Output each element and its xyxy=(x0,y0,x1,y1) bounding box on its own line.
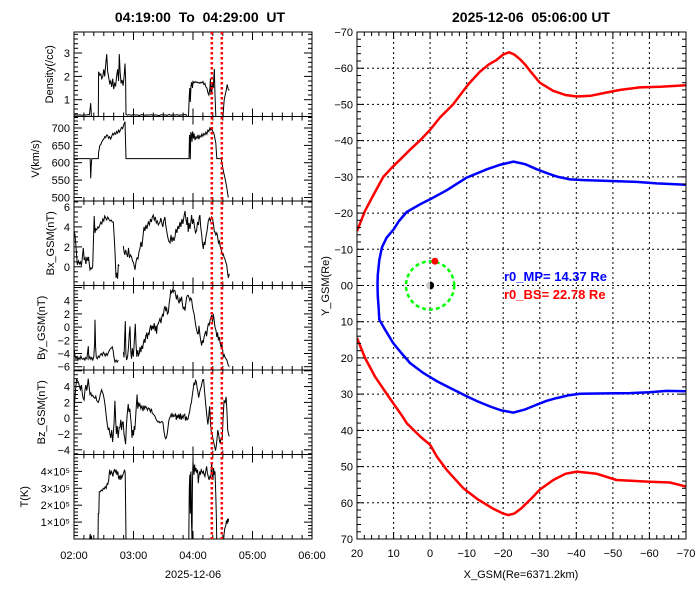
by-gsm-y-tick-label: −4 xyxy=(57,349,70,361)
y-gsm-tick-label: −20 xyxy=(334,208,353,220)
time-tick-label: 02:00 xyxy=(60,550,88,562)
earth-icon xyxy=(426,281,435,290)
y-gsm-tick-label: 20 xyxy=(341,353,353,365)
magnetopause-standoff-label: r0_MP= 14.37 Re xyxy=(504,269,607,284)
velocity-y-tick-label: 500 xyxy=(52,193,70,205)
earth-dayside xyxy=(426,281,431,290)
right-panel-title: 2025-12-06 05:06:00 UT xyxy=(452,9,610,25)
solar-wind-time-series: 123Density(/cc)500550600650700V(km/s)024… xyxy=(19,31,326,562)
geosync-orbit-circle xyxy=(404,260,456,311)
bow-shock-dusk-curve xyxy=(357,337,686,517)
y-gsm-tick-label: 60 xyxy=(341,498,353,510)
bx-gsm-y-tick-label: 0 xyxy=(64,262,70,274)
temperature-y-tick-label: 4×10⁵ xyxy=(41,466,70,478)
earth-nightside xyxy=(430,281,435,290)
x-gsm-tick-label: 10 xyxy=(387,548,399,560)
y-gsm-tick-label: 10 xyxy=(341,317,353,329)
bx-gsm-series-line xyxy=(74,210,230,279)
bx-gsm-y-tick-label: 6 xyxy=(64,202,70,214)
density-y-tick-label: 2 xyxy=(64,71,70,83)
density-y-axis-label: Density(/cc) xyxy=(44,45,56,103)
panel-temperature: 1×10⁵ 2×10⁵ 3×10⁵ 4×10⁵ T(K) xyxy=(19,454,313,540)
by-gsm-y-tick-label: 0 xyxy=(64,322,70,334)
by-gsm-y-axis-label: By_GSM(nT) xyxy=(36,296,48,360)
y-gsm-tick-label: 40 xyxy=(341,425,353,437)
by-gsm-series-line xyxy=(74,288,230,368)
velocity-y-axis-label: V(km/s) xyxy=(30,140,42,178)
by-gsm-y-tick-label: 2 xyxy=(64,309,70,321)
bz-gsm-y-tick-label: 4 xyxy=(64,382,70,394)
x-gsm-tick-label: 20 xyxy=(351,548,363,560)
x-gsm-tick-label: −50 xyxy=(604,548,623,560)
bz-gsm-y-tick-label: 0 xyxy=(64,413,70,425)
temperature-y-tick-label: 2×10⁵ xyxy=(41,500,70,512)
y-gsm-tick-label: −30 xyxy=(334,172,353,184)
density-series-line xyxy=(74,54,230,117)
bx-gsm-y-tick-label: 2 xyxy=(64,242,70,254)
panel-bz-gsm: −4 −2 0 2 4 Bz_GSM(nT) xyxy=(36,369,313,457)
bx-gsm-y-axis-label: Bx_GSM(nT) xyxy=(45,211,57,275)
time-axis-date-label: 2025-12-06 xyxy=(165,569,221,581)
y-gsm-tick-label: 70 xyxy=(341,534,353,546)
y-gsm-axis-label: Y_GSM(Re) xyxy=(320,256,332,316)
bow-shock-standoff-label: r0_BS= 22.78 Re xyxy=(504,287,606,302)
panel-velocity: 500 550 600 650 700 V(km/s) xyxy=(30,116,313,205)
temperature-y-tick-label: 1×10⁵ xyxy=(41,517,70,529)
x-gsm-tick-label: −30 xyxy=(530,548,549,560)
bz-gsm-y-tick-label: −4 xyxy=(57,445,70,457)
time-tick-label: 04:00 xyxy=(179,550,207,562)
x-gsm-tick-label: −40 xyxy=(567,548,586,560)
y-gsm-tick-label: 50 xyxy=(341,462,353,474)
spacecraft-marker xyxy=(431,257,439,265)
panel-bx-gsm: 0 2 4 6 Bx_GSM(nT) xyxy=(45,200,313,286)
time-tick-label: 03:00 xyxy=(120,550,148,562)
x-gsm-tick-label: −10 xyxy=(457,548,476,560)
gsm-orbit-plot: 20 10 0 −10 −20 −30 −40 −50 −60 −70 −70 −60 −50 −40 −3… xyxy=(334,27,695,560)
bz-gsm-y-tick-label: −2 xyxy=(57,429,70,441)
x-gsm-tick-label: −70 xyxy=(677,548,696,560)
x-gsm-axis-label: X_GSM(Re=6371.2km) xyxy=(464,569,579,581)
x-gsm-tick-label: −20 xyxy=(494,548,513,560)
velocity-y-tick-label: 550 xyxy=(52,175,70,187)
density-y-tick-label: 1 xyxy=(64,95,70,107)
velocity-y-tick-label: 600 xyxy=(52,158,70,170)
bz-gsm-series-line xyxy=(74,378,230,451)
time-tick-label: 06:00 xyxy=(298,550,326,562)
left-panel-title: 04:19:00 To 04:29:00 UT xyxy=(115,9,286,25)
by-gsm-y-tick-label: 4 xyxy=(64,296,70,308)
bx-gsm-y-tick-label: 4 xyxy=(64,222,70,234)
velocity-y-tick-label: 650 xyxy=(52,140,70,152)
by-gsm-y-tick-label: −2 xyxy=(57,335,70,347)
temperature-y-tick-label: 3×10⁵ xyxy=(41,483,70,495)
y-gsm-tick-label: −50 xyxy=(334,99,353,111)
bz-gsm-y-axis-label: Bz_GSM(nT) xyxy=(36,380,48,444)
time-tick-label: 05:00 xyxy=(239,550,267,562)
bow-shock-dawn-curve xyxy=(357,51,686,232)
y-gsm-tick-label: 30 xyxy=(341,389,353,401)
x-gsm-tick-label: −60 xyxy=(640,548,659,560)
temperature-y-axis-label: T(K) xyxy=(19,486,31,507)
x-gsm-tick-label: 0 xyxy=(427,548,433,560)
velocity-y-tick-label: 700 xyxy=(52,123,70,135)
density-y-tick-label: 3 xyxy=(64,48,70,60)
by-gsm-y-tick-label: −6 xyxy=(57,362,70,374)
y-gsm-tick-label: 00 xyxy=(341,281,353,293)
y-gsm-tick-label: −10 xyxy=(334,244,353,256)
y-gsm-tick-label: −40 xyxy=(334,136,353,148)
y-gsm-tick-label: −70 xyxy=(334,27,353,39)
velocity-series-line xyxy=(74,121,229,198)
magnetopause-curve xyxy=(376,160,686,414)
bz-gsm-y-tick-label: 2 xyxy=(64,397,70,409)
y-gsm-tick-label: −60 xyxy=(334,63,353,75)
